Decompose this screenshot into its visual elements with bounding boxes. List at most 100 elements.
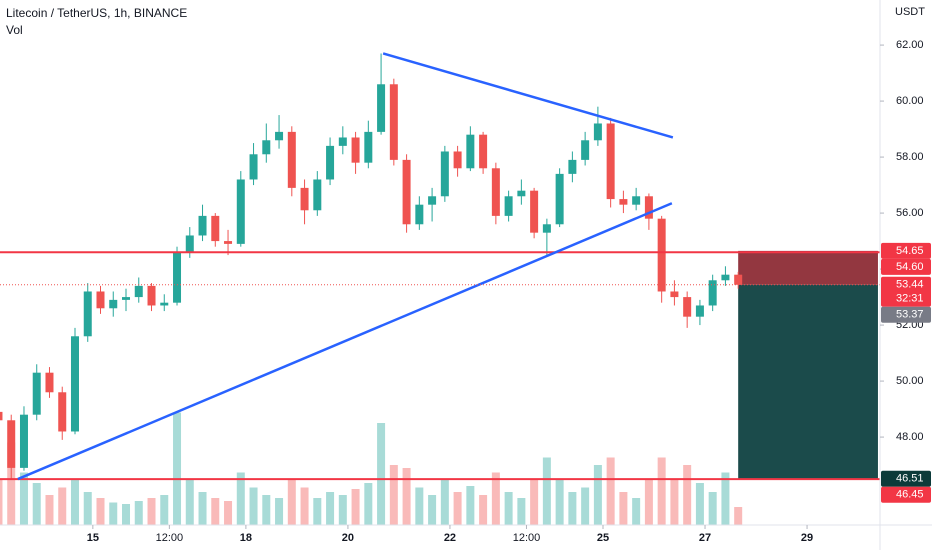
y-tick-label: 60.00 xyxy=(896,95,924,107)
volume-bar xyxy=(211,498,220,525)
candle-body xyxy=(632,196,641,205)
volume-bar xyxy=(466,486,475,525)
volume-bar xyxy=(96,498,105,525)
volume-bar xyxy=(83,492,92,525)
volume-bar xyxy=(351,489,360,525)
volume-bar xyxy=(364,483,373,525)
volume-bar xyxy=(708,492,717,525)
candle-body xyxy=(734,274,743,285)
volume-bar xyxy=(147,498,156,525)
volume-bar xyxy=(683,465,692,525)
volume-bar xyxy=(300,487,309,525)
y-tick-label: 50.00 xyxy=(896,375,924,387)
candle-body xyxy=(211,215,220,242)
volume-bar xyxy=(479,495,488,525)
volume-bar xyxy=(185,480,194,525)
volume-bar xyxy=(555,480,564,525)
candle-body xyxy=(581,140,590,160)
volume-bar xyxy=(632,498,641,525)
price-tag xyxy=(881,276,931,307)
candle-body xyxy=(122,297,131,300)
volume-bar xyxy=(262,495,271,525)
candle-body xyxy=(440,151,449,197)
price-tag-label: 46.45 xyxy=(896,489,924,501)
volume-bar xyxy=(504,492,513,525)
stop-zone xyxy=(738,250,878,285)
volume-bar xyxy=(377,423,386,525)
candle-body xyxy=(249,154,258,180)
candle-body xyxy=(606,123,615,200)
volume-bar xyxy=(453,492,462,525)
y-tick-label: 56.00 xyxy=(896,207,924,219)
candle-body xyxy=(198,215,207,236)
volume-bar xyxy=(198,492,207,525)
candle-body xyxy=(83,291,92,337)
volume-bar xyxy=(606,457,615,525)
price-tag xyxy=(881,258,931,275)
volume-bar xyxy=(275,498,284,525)
candle-body xyxy=(657,218,666,292)
candle-body xyxy=(491,168,500,216)
candle-body xyxy=(70,336,79,432)
candle-body xyxy=(134,285,143,298)
candle-body xyxy=(96,291,105,309)
volume-bar xyxy=(109,502,118,525)
candle-body xyxy=(326,145,335,180)
volume-label: Vol xyxy=(6,23,23,37)
x-tick-label: 20 xyxy=(342,532,354,544)
volume-bar xyxy=(134,501,143,525)
volume-bar xyxy=(313,498,322,525)
volume-bar xyxy=(491,472,500,525)
x-tick-label: 27 xyxy=(699,532,711,544)
volume-bar xyxy=(70,480,79,525)
y-tick-label: 62.00 xyxy=(896,39,924,51)
chart-title: Litecoin / TetherUS, 1h, BINANCE xyxy=(6,6,187,20)
candle-body xyxy=(644,196,653,219)
trendline xyxy=(17,202,673,481)
candle-body xyxy=(0,411,3,421)
volume-bar xyxy=(644,480,653,525)
candle-body xyxy=(45,372,54,393)
candle-body xyxy=(351,137,360,163)
y-tick-label: 48.00 xyxy=(896,431,924,443)
y-tick-label: 58.00 xyxy=(896,151,924,163)
target-zone xyxy=(738,284,878,479)
volume-bar xyxy=(517,498,526,525)
x-tick-label: 18 xyxy=(240,532,252,544)
x-tick-label: 12:00 xyxy=(156,532,184,544)
candle-body xyxy=(695,305,704,317)
price-tag xyxy=(881,486,931,503)
candle-body xyxy=(389,84,398,160)
candle-body xyxy=(555,173,564,225)
countdown: 32:31 xyxy=(896,293,924,305)
candle-body xyxy=(683,297,692,317)
volume-bar xyxy=(695,483,704,525)
volume-bar xyxy=(160,495,169,525)
volume-bar xyxy=(670,480,679,525)
candle-body xyxy=(173,252,182,303)
volume-bar xyxy=(389,465,398,525)
candle-body xyxy=(147,285,156,306)
price-tag-label: 54.60 xyxy=(896,261,924,273)
candle-body xyxy=(109,299,118,309)
volume-bar xyxy=(19,472,28,525)
volume-bar xyxy=(402,468,411,525)
candle-body xyxy=(160,302,169,306)
volume-bar xyxy=(249,487,258,525)
candle-body xyxy=(338,137,347,146)
candle-body xyxy=(415,204,424,225)
price-tag-label: 53.37 xyxy=(896,309,924,321)
candle-body xyxy=(224,241,233,244)
candle-body xyxy=(32,372,41,415)
volume-bar xyxy=(440,480,449,525)
candle-body xyxy=(670,291,679,298)
volume-bar xyxy=(338,495,347,525)
candle-body xyxy=(479,134,488,169)
volume-bar xyxy=(542,457,551,525)
x-tick-label: 25 xyxy=(597,532,609,544)
candle-body xyxy=(593,123,602,141)
volume-bar xyxy=(415,487,424,525)
